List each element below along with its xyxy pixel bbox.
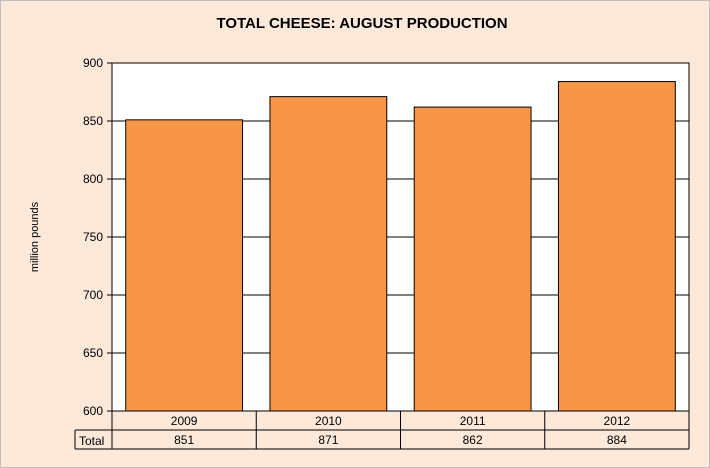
x-category-label: 2010 (315, 414, 342, 428)
data-table: Total 2009 851 2010 871 2011 862 2012 884 (74, 411, 690, 450)
y-tick-label: 650 (83, 346, 103, 360)
y-tick-label: 850 (83, 114, 103, 128)
bar-2010 (269, 96, 388, 412)
data-table-value: 851 (174, 433, 194, 447)
data-table-row-label: Total (79, 434, 104, 448)
x-category-label: 2011 (460, 414, 486, 428)
y-axis-ticks: 600 650 700 750 800 850 900 (83, 56, 112, 418)
bar-2012 (557, 81, 676, 412)
x-category-label: 2012 (604, 414, 631, 428)
data-table-value: 884 (607, 433, 627, 447)
bar-2009 (125, 119, 244, 412)
chart-title: TOTAL CHEESE: AUGUST PRODUCTION (216, 15, 507, 32)
x-category-label: 2009 (171, 414, 198, 428)
bars (125, 81, 676, 412)
y-axis-label: million pounds (29, 201, 41, 272)
y-tick-label: 900 (83, 56, 103, 70)
y-tick-label: 750 (83, 230, 103, 244)
data-table-value: 871 (318, 433, 338, 447)
bar-2011 (413, 106, 532, 412)
data-table-value: 862 (463, 433, 483, 447)
y-tick-label: 700 (83, 288, 103, 302)
y-tick-label: 600 (83, 404, 103, 418)
y-tick-label: 800 (83, 172, 103, 186)
